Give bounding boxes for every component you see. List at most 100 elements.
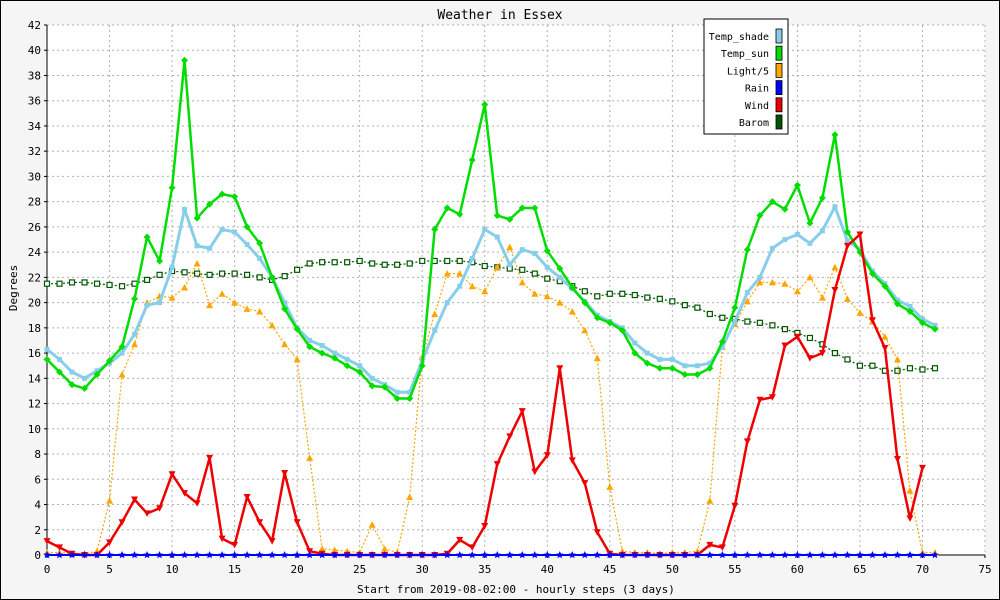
data-point [43,280,51,287]
data-point [868,551,877,559]
data-point [444,257,451,265]
data-point [718,551,727,559]
data-point [919,316,925,322]
data-point [468,551,477,559]
data-point [669,298,676,305]
data-point [619,290,626,297]
data-point [330,551,339,559]
y-tick-label: 32 [28,145,41,158]
data-point [368,551,376,559]
data-point [618,326,626,334]
data-point [431,310,439,317]
data-point [543,452,551,459]
data-point [56,280,63,287]
chart-title: Weather in Essex [437,8,562,23]
data-point [493,461,501,468]
data-point [230,551,239,559]
data-point [444,300,450,306]
data-point [443,551,452,559]
data-point [657,356,663,362]
data-point [781,342,789,350]
data-point [593,354,601,362]
data-point [168,471,176,478]
x-tick-label: 65 [853,563,866,576]
data-point [906,515,914,522]
data-point [132,331,138,337]
data-point [369,375,375,381]
y-tick-label: 4 [34,499,41,512]
data-point [456,270,464,277]
data-point [656,551,664,559]
data-point [818,294,826,301]
data-point [831,287,839,294]
y-tick-label: 0 [34,549,41,562]
data-point [794,231,800,237]
data-point [732,319,738,325]
data-point [468,156,476,164]
data-point [894,297,900,303]
data-point [156,271,163,278]
data-point [931,551,939,559]
data-point [781,326,788,333]
data-point [818,350,826,357]
data-point [706,551,714,559]
data-point [831,551,839,559]
data-point [155,551,164,559]
data-point [706,310,713,318]
data-point [693,551,702,559]
data-point [393,551,401,559]
data-point [832,204,838,210]
data-point [556,365,564,372]
data-point [244,271,251,278]
data-point [856,231,864,238]
data-point [193,260,201,267]
data-point [881,551,889,559]
data-point [831,263,839,271]
data-point [868,317,876,324]
y-tick-label: 40 [28,44,41,57]
data-point [593,314,601,322]
data-point [118,283,126,290]
data-point [756,551,764,559]
data-point [418,362,426,370]
legend-label: Wind [745,101,769,112]
data-point [268,273,276,281]
data-point [256,307,264,315]
data-point [218,270,226,277]
data-point [394,261,401,268]
data-point [343,551,351,559]
data-point [156,505,164,512]
data-point [768,198,776,206]
data-point [168,294,176,301]
data-point [81,279,88,286]
data-point [332,350,338,356]
data-point [793,181,801,189]
data-point [632,340,638,346]
data-point [543,247,551,255]
data-point [268,321,276,329]
data-point [756,212,764,220]
legend-label: Temp_shade [709,32,769,43]
data-point [94,368,100,374]
data-point [531,290,539,297]
data-point [293,355,301,363]
data-point [194,243,200,249]
data-point [93,371,101,379]
data-point [206,200,214,208]
data-point [169,264,175,270]
series [43,56,939,559]
data-point [756,396,764,404]
data-point [130,551,139,559]
data-point [719,314,726,321]
plot-area [47,25,985,555]
data-point [481,101,489,108]
data-point [769,322,776,329]
data-point [906,365,914,372]
data-point [219,226,225,232]
data-point [43,538,51,545]
data-point [782,237,788,243]
data-point [380,551,389,559]
data-point [68,381,76,389]
data-point [256,274,263,281]
data-point [806,219,814,227]
